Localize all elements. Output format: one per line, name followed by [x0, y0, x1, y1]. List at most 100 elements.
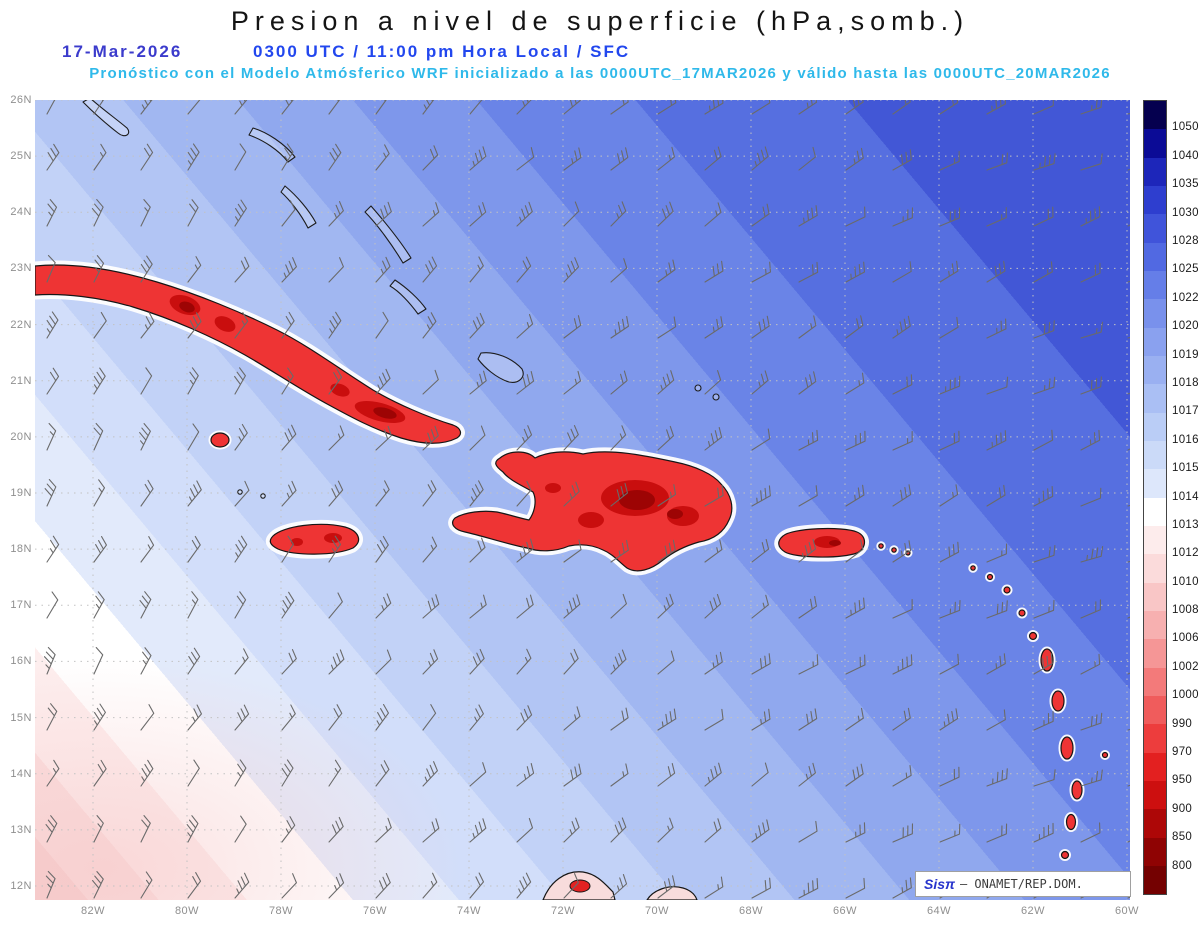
wind-barb — [469, 480, 484, 507]
wind-barb — [281, 424, 297, 451]
wind-barb — [892, 261, 912, 283]
wind-barb — [704, 593, 722, 619]
wind-barb — [657, 425, 675, 451]
wind-barb — [422, 312, 437, 339]
wind-barb — [610, 100, 629, 115]
wind-barb — [1127, 822, 1130, 843]
wind-barb — [516, 100, 533, 115]
wind-barb — [234, 199, 247, 227]
wind-barb — [1127, 430, 1130, 451]
wind-barb — [751, 428, 771, 451]
wind-barb — [469, 202, 487, 227]
colorbar-tick-label: 1014 — [1172, 490, 1199, 503]
wind-barb — [93, 255, 105, 283]
wind-barb — [1127, 714, 1130, 731]
wind-barb — [610, 425, 627, 451]
wind-barb — [140, 536, 155, 563]
lat-tick-label: 15N — [10, 711, 32, 724]
wind-barb — [46, 535, 60, 563]
colorbar-tick-label: 1019 — [1172, 348, 1199, 361]
colorbar-segment — [1144, 270, 1166, 300]
wind-barb — [1080, 599, 1101, 619]
wind-barb — [751, 877, 771, 899]
wind-barb — [845, 597, 865, 619]
wind-barb — [1080, 321, 1103, 339]
wind-barb — [986, 600, 1008, 619]
wind-barb — [469, 100, 485, 115]
wind-barb — [751, 708, 771, 731]
colorbar-segment — [1144, 440, 1166, 470]
wind-barb — [751, 100, 771, 115]
colorbar-segment — [1144, 695, 1166, 725]
colorbar-segment — [1144, 129, 1166, 158]
wind-barb — [46, 311, 59, 339]
wind-barb — [375, 100, 389, 115]
wind-barb — [1033, 100, 1054, 115]
wind-barb — [892, 707, 911, 731]
colorbar-tick-label: 1017 — [1172, 405, 1199, 418]
wind-barb — [422, 872, 438, 899]
wind-barb — [45, 870, 56, 899]
wind-barb — [469, 704, 484, 731]
lat-tick-label: 17N — [10, 599, 32, 612]
wind-barb — [187, 704, 202, 731]
wind-barb — [469, 537, 486, 563]
lat-tick-label: 22N — [10, 318, 32, 331]
wind-barb — [704, 876, 724, 899]
wind-barb — [93, 646, 104, 675]
wind-barb — [281, 759, 294, 787]
colorbar-segment — [1144, 667, 1166, 696]
wind-barb — [845, 484, 865, 507]
wind-barb — [657, 763, 676, 787]
wind-barb — [422, 480, 437, 507]
wind-barb — [563, 539, 582, 563]
wind-barbs-layer — [43, 100, 1130, 899]
wind-barb — [610, 649, 627, 675]
wind-barb — [516, 538, 534, 563]
lon-tick-label: 78W — [268, 905, 294, 917]
wind-barb — [704, 818, 722, 843]
wind-barb — [610, 763, 629, 787]
wind-barb — [704, 485, 724, 507]
wind-barb — [563, 706, 581, 731]
wind-barb — [798, 820, 818, 843]
wind-barb — [375, 425, 392, 451]
colorbar-segment — [1144, 469, 1166, 498]
wind-barb — [610, 147, 629, 171]
lat-tick-label: 25N — [10, 150, 32, 163]
wind-barb — [657, 484, 677, 507]
wind-barb — [1127, 655, 1130, 675]
wind-barb — [986, 823, 1008, 843]
wind-barb — [281, 816, 296, 843]
wind-barb — [139, 591, 152, 619]
colorbar-tick-label: 1035 — [1172, 178, 1199, 191]
wind-barb — [140, 759, 154, 787]
wind-barb — [234, 648, 249, 675]
wind-barb — [657, 146, 675, 171]
wind-barb — [751, 370, 769, 395]
wind-barb — [375, 201, 392, 227]
lon-tick-label: 76W — [362, 905, 388, 917]
wind-barb — [375, 872, 391, 899]
colorbar-tick-label: 1050 — [1172, 121, 1199, 134]
wind-barb — [657, 259, 676, 283]
colorbar: 1050 1040 1035 1030 1028 1025 1022 1020 1019 1018… — [1143, 100, 1200, 895]
wind-barb — [93, 703, 106, 731]
wind-barb — [704, 708, 724, 731]
colorbar-segment — [1144, 299, 1166, 328]
wind-barb — [422, 536, 438, 563]
wind-barb — [610, 817, 627, 843]
wind-barb — [328, 100, 343, 115]
wind-barb — [939, 150, 960, 171]
wind-barb — [187, 199, 199, 227]
colorbar-segment — [1144, 327, 1166, 356]
wind-barb — [469, 146, 487, 171]
wind-barb — [328, 649, 345, 675]
lon-tick-label: 60W — [1114, 905, 1140, 917]
wind-barb — [140, 479, 154, 507]
wind-barb — [610, 370, 628, 395]
wind-barb — [516, 314, 534, 339]
wind-barb — [1033, 261, 1053, 283]
wind-barb — [892, 484, 912, 507]
wind-barb — [892, 877, 912, 899]
